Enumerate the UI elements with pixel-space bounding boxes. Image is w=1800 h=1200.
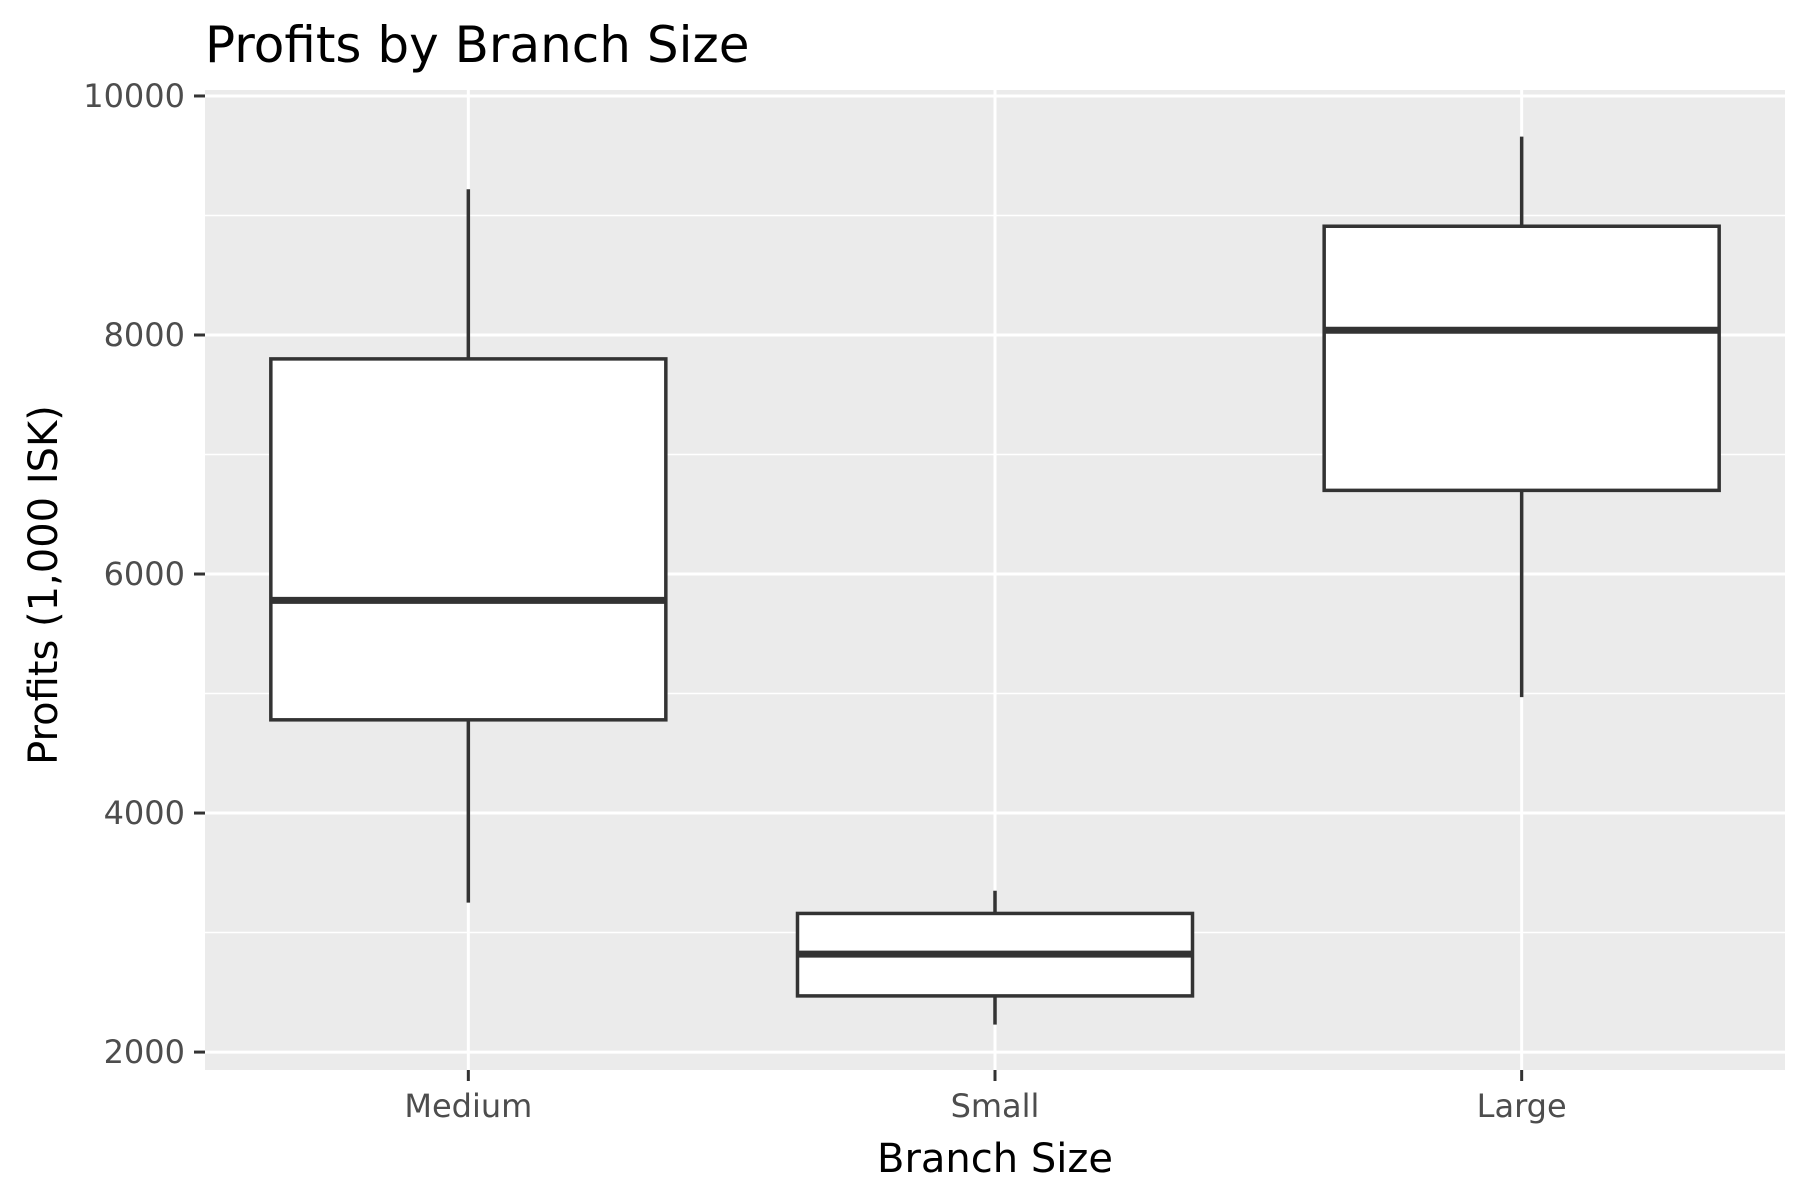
y-axis: 2000 4000 6000 8000 10000 (83, 77, 205, 1071)
x-tick-label: Large (1477, 1087, 1567, 1125)
chart-title: Profits by Branch Size (205, 16, 749, 74)
x-tick-label: Medium (404, 1087, 532, 1125)
box-iqr (269, 357, 668, 722)
y-tick-label: 2000 (104, 1033, 185, 1071)
box-medium (269, 189, 668, 903)
y-tick-label: 8000 (104, 316, 185, 354)
x-tick-label: Small (951, 1087, 1040, 1125)
box-large (1322, 136, 1721, 698)
x-axis-title: Branch Size (877, 1136, 1113, 1182)
y-tick-label: 4000 (104, 794, 185, 832)
box-small (795, 890, 1195, 1025)
y-tick-label: 10000 (83, 77, 185, 115)
box-iqr (1322, 224, 1721, 493)
box-series (269, 136, 1721, 1025)
y-axis-title: Profits (1,000 ISK) (21, 405, 67, 765)
x-axis: Medium Small Large (404, 1070, 1567, 1125)
y-tick-label: 6000 (104, 555, 185, 593)
